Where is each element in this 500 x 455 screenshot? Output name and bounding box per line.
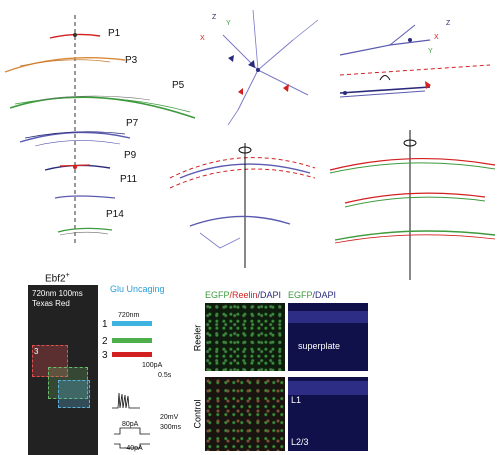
p14-neuron	[57, 227, 113, 233]
step-pos-label: 80pA	[122, 421, 139, 428]
stage-morphology-panel	[4, 15, 196, 245]
scale-voltage: 20mV	[160, 414, 179, 421]
img-text-1: 720nm 100ms	[32, 289, 83, 298]
hdr-reelin: /Reelin	[229, 290, 258, 300]
scale-time2: 300ms	[160, 424, 182, 431]
reeler-dapi-image: superplate	[288, 303, 368, 371]
p9-neuron	[44, 164, 111, 171]
axis-x-label-1: X	[200, 35, 205, 42]
trace-2	[112, 338, 152, 343]
firing-trace	[112, 392, 150, 449]
hdr-egfp-2: EGFP	[288, 290, 313, 300]
axis-y-label-1: Y	[226, 20, 231, 27]
neuron-3d-panel	[222, 9, 319, 126]
reeler-reelin-image	[205, 303, 285, 371]
hdr-dapi-2: /DAPI	[312, 290, 337, 300]
step-neg-label: -40pA	[124, 445, 143, 452]
stage-p9-label: P9	[124, 150, 137, 161]
stage-p1-label: P1	[108, 28, 121, 39]
trace-label-2: 2	[102, 336, 108, 347]
roi-1-box	[58, 380, 90, 408]
layer-1-label: L1	[291, 395, 302, 405]
p3-neuron	[4, 57, 126, 73]
ebf2-image: 720nm 100ms Texas Red 3	[28, 285, 98, 455]
layer-23-label: L2/3	[291, 437, 309, 447]
marker-title-text: Ebf2	[45, 273, 66, 285]
header-left: EGFP/Reelin/DAPI	[205, 290, 281, 300]
uncaging-title: Glu Uncaging	[110, 284, 165, 294]
axis-z-label-1: Z	[212, 14, 217, 21]
trace-3	[112, 352, 152, 357]
p11-neuron	[54, 195, 116, 199]
roi-3-label: 3	[34, 347, 39, 356]
hdr-dapi: /DAPI	[257, 290, 282, 300]
axis-z-label-2: Z	[446, 20, 451, 27]
row-reeler-text: Reeler	[192, 324, 203, 352]
axis-x-label-2: X	[434, 34, 439, 41]
row-control-text: Control	[192, 399, 203, 429]
colored-stack-panel	[329, 130, 496, 280]
control-reelin-image	[205, 377, 285, 451]
trace-label-1: 1	[102, 319, 108, 330]
stage-p7-label: P7	[126, 118, 139, 129]
stage-p5-label: P5	[172, 80, 185, 91]
row-control-label: Control	[190, 377, 204, 451]
stage-p11-label: P11	[120, 174, 138, 185]
superplate-label: superplate	[298, 341, 341, 351]
p7-neuron	[19, 131, 131, 143]
row-reeler-label: Reeler	[190, 305, 204, 371]
scale-current: 100pA	[142, 362, 163, 369]
scale-time: 0.5s	[158, 372, 172, 379]
roi-2-box	[48, 367, 88, 399]
wavelength-label: 720nm	[118, 312, 140, 319]
hdr-egfp: EGFP	[205, 290, 230, 300]
rotated-neurons-panel	[339, 24, 491, 98]
stage-p14-label: P14	[106, 209, 124, 220]
control-dapi-image: L1 L2/3	[288, 377, 368, 451]
marker-title: Ebf2+	[45, 272, 70, 284]
rotation-panel	[169, 143, 316, 268]
axis-y-label-2: Y	[428, 48, 433, 55]
trace-1	[112, 321, 152, 326]
stage-p3-label: P3	[125, 55, 138, 66]
trace-label-3: 3	[102, 350, 108, 361]
marker-title-sup: +	[65, 272, 70, 279]
roi-3-box	[32, 345, 68, 377]
img-text-2: Texas Red	[32, 299, 70, 308]
header-right: EGFP/DAPI	[288, 290, 336, 300]
